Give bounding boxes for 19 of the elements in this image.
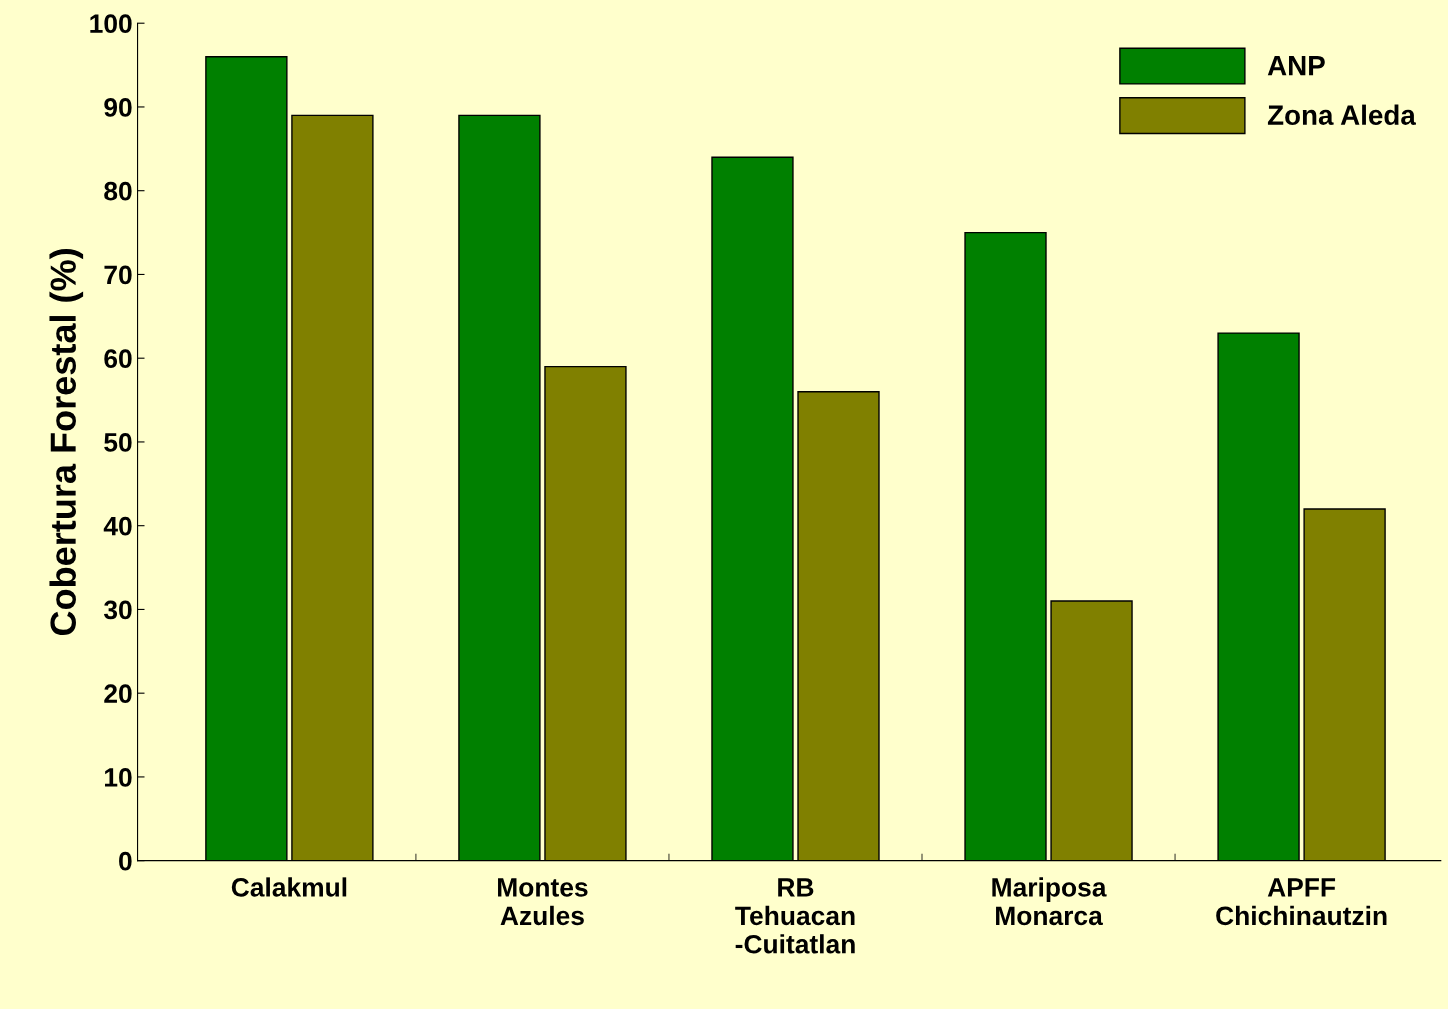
y-tick-label: 90	[104, 98, 132, 117]
y-tick-label: 30	[103, 600, 132, 620]
x-tick-label: Calakmul	[231, 877, 347, 897]
y-tick-label: 40	[103, 516, 132, 536]
x-tick-label: Mariposa Monarca	[992, 877, 1107, 926]
y-tick-label: 60	[104, 349, 132, 369]
y-tick-label: 10	[105, 768, 132, 787]
y-tick-label: 0	[119, 851, 132, 871]
y-tick-label: 20	[104, 684, 132, 703]
y-tick-label: 100	[90, 14, 132, 34]
x-tick-label: RB Tehuacan -Cuitatlan	[735, 878, 855, 954]
y-tick-label: 70	[104, 265, 132, 285]
legend-label: ANP	[1267, 56, 1325, 76]
x-tick-label: Montes Azules	[498, 878, 588, 926]
y-axis-title: Cobertura Forestal (%)	[49, 249, 84, 636]
y-tick-label: 80	[104, 181, 132, 201]
legend-label: Zona Aleda	[1267, 104, 1416, 126]
y-tick-label: 50	[104, 433, 132, 452]
x-tick-label: APFF Chichinautzin	[1216, 878, 1387, 926]
